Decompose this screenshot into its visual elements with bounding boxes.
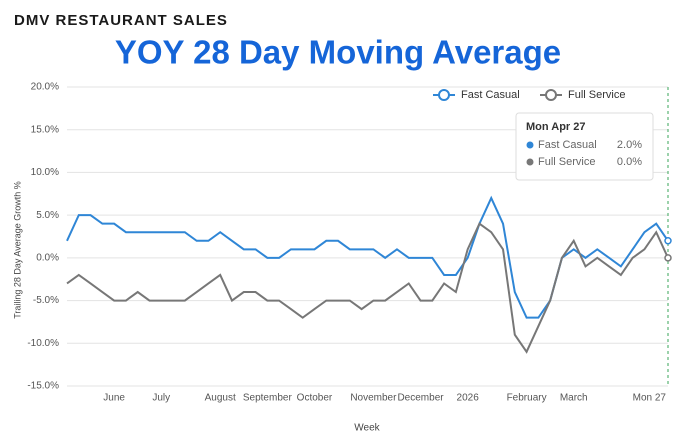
- x-tick-label: October: [297, 393, 333, 404]
- series-line: [66, 222, 669, 354]
- x-tick-label: July: [152, 393, 170, 404]
- x-axis-title: Week: [354, 423, 380, 434]
- x-tick-label: February: [507, 393, 547, 404]
- tooltip-marker: [526, 158, 534, 166]
- y-tick-label: -5.0%: [33, 295, 59, 306]
- chart-title: YOY 28 Day Moving Average: [115, 34, 561, 71]
- x-tick-label: November: [350, 393, 397, 404]
- legend-label: Full Service: [568, 89, 625, 101]
- tooltip-name: Full Service: [538, 156, 595, 168]
- y-axis-title: Trailing 28 Day Average Growth %: [12, 181, 22, 319]
- supertitle: DMV RESTAURANT SALES: [14, 12, 228, 29]
- legend-marker: [545, 89, 557, 101]
- x-tick-label: December: [397, 393, 444, 404]
- series-line: [66, 195, 669, 319]
- legend-label: Fast Casual: [461, 89, 520, 101]
- tooltip-value: 0.0%: [617, 156, 642, 168]
- legend-marker: [438, 89, 450, 101]
- tooltip-value: 2.0%: [617, 139, 642, 151]
- hover-point: [664, 237, 672, 245]
- y-tick-label: -15.0%: [27, 381, 59, 392]
- tooltip-box: [515, 112, 654, 181]
- y-tick-label: -10.0%: [27, 338, 59, 349]
- x-tick-label: August: [205, 393, 236, 404]
- x-tick-label: 2026: [457, 393, 480, 404]
- tooltip-marker: [526, 141, 534, 149]
- y-tick-label: 0.0%: [36, 252, 59, 263]
- hover-point: [664, 254, 672, 262]
- x-tick-label: June: [103, 393, 125, 404]
- x-tick-label: September: [243, 393, 293, 404]
- y-tick-label: 20.0%: [31, 82, 59, 93]
- x-tick-label: March: [560, 393, 588, 404]
- tooltip-title: Mon Apr 27: [526, 121, 586, 133]
- y-tick-label: 10.0%: [31, 167, 59, 178]
- x-tick-label: Mon 27: [633, 393, 667, 404]
- y-tick-label: 5.0%: [36, 210, 59, 221]
- tooltip-name: Fast Casual: [538, 139, 597, 151]
- y-tick-label: 15.0%: [31, 124, 59, 135]
